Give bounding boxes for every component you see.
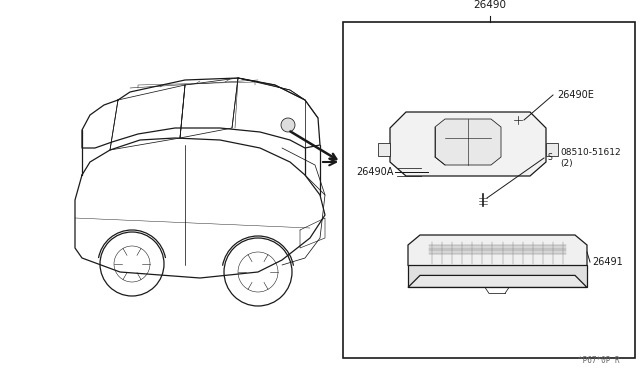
Polygon shape	[435, 119, 501, 165]
Text: 26491: 26491	[592, 257, 623, 267]
Polygon shape	[408, 275, 587, 288]
Polygon shape	[546, 143, 558, 156]
Polygon shape	[408, 235, 587, 275]
Ellipse shape	[390, 169, 403, 176]
Polygon shape	[408, 265, 587, 288]
Text: 26490: 26490	[474, 0, 506, 10]
Text: 08510-51612
(2): 08510-51612 (2)	[560, 148, 621, 169]
Circle shape	[281, 118, 295, 132]
Polygon shape	[390, 112, 546, 176]
Ellipse shape	[415, 169, 428, 176]
FancyBboxPatch shape	[425, 240, 570, 268]
Circle shape	[479, 186, 487, 194]
Text: ^P67*0P R: ^P67*0P R	[579, 356, 620, 365]
Text: 26490E: 26490E	[557, 90, 594, 100]
Polygon shape	[343, 22, 635, 358]
Circle shape	[512, 114, 524, 126]
Text: S: S	[548, 154, 552, 163]
Bar	[397, 169, 421, 176]
Polygon shape	[378, 143, 390, 156]
Text: 26490A: 26490A	[356, 167, 394, 177]
